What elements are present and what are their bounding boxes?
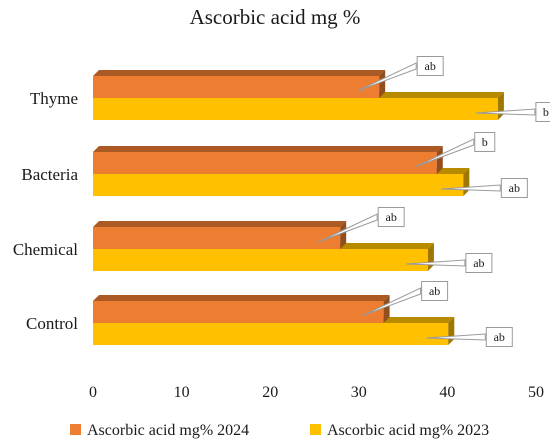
- annotation-control-1: ab: [426, 327, 513, 347]
- legend-swatch: [70, 424, 81, 435]
- category-label-chemical: Chemical: [13, 240, 78, 259]
- annotation-label: ab: [425, 59, 436, 73]
- x-tick-label: 30: [351, 384, 367, 401]
- x-tick-label: 0: [89, 384, 97, 401]
- annotation-thyme-1: b: [475, 102, 550, 122]
- annotation-label: ab: [429, 284, 440, 298]
- x-axis-ticks: 0 10 20 30 40 50: [89, 384, 544, 401]
- bars-layer: [93, 70, 504, 345]
- bar-thyme-0: [93, 70, 386, 98]
- annotation-pointer: [426, 333, 486, 341]
- annotation-pointer: [405, 259, 466, 267]
- bar-front: [93, 323, 449, 345]
- bar-top: [93, 70, 386, 76]
- legend-label: Ascorbic acid mg% 2024: [87, 422, 249, 439]
- annotation-label: b: [482, 135, 488, 149]
- bar-control-0: [93, 295, 390, 323]
- annotation-label: ab: [473, 256, 484, 270]
- annotation-pointer: [441, 184, 501, 192]
- bar-top: [93, 295, 390, 301]
- annotation-label: ab: [494, 330, 505, 344]
- annotation-chemical-0: ab: [317, 207, 405, 243]
- x-tick-label: 50: [528, 384, 544, 401]
- annotation-pointer: [475, 108, 536, 116]
- x-tick-label: 10: [174, 384, 190, 401]
- category-label-control: Control: [26, 314, 78, 333]
- annotation-chemical-1: ab: [405, 253, 493, 273]
- legend-label: Ascorbic acid mg% 2023: [327, 422, 489, 439]
- bar-side: [340, 221, 347, 249]
- bar-side: [383, 295, 390, 323]
- annotation-bacteria-0: b: [414, 132, 496, 168]
- annotation-box: [421, 281, 449, 301]
- annotation-box: [535, 102, 550, 122]
- annotation-label: ab: [509, 181, 520, 195]
- bar-front: [93, 249, 428, 271]
- annotation-pointer: [414, 138, 475, 168]
- legend-item-0: Ascorbic acid mg% 2024: [70, 422, 249, 439]
- bar-chemical-0: [93, 221, 347, 249]
- bar-front: [93, 227, 341, 249]
- chart-title: Ascorbic acid mg %: [190, 5, 361, 29]
- annotation-bacteria-1: ab: [441, 178, 528, 198]
- legend-swatch: [310, 424, 321, 435]
- annotations-layer: b ab ab b ab ab ab ab: [317, 56, 550, 347]
- legend: Ascorbic acid mg% 2024 Ascorbic acid mg% …: [70, 422, 489, 439]
- annotation-box: [377, 207, 405, 227]
- annotation-box: [485, 327, 513, 347]
- legend-item-1: Ascorbic acid mg% 2023: [310, 422, 489, 439]
- bar-front: [93, 76, 380, 98]
- x-tick-label: 20: [262, 384, 278, 401]
- annotation-control-0: ab: [361, 281, 449, 317]
- annotation-box: [416, 56, 444, 76]
- bar-top: [93, 221, 347, 227]
- annotation-box: [500, 178, 528, 198]
- bar-front: [93, 98, 498, 120]
- category-label-thyme: Thyme: [30, 89, 78, 108]
- bar-side: [436, 146, 443, 174]
- bar-front: [93, 174, 464, 196]
- bar-front: [93, 152, 437, 174]
- category-label-bacteria: Bacteria: [21, 165, 78, 184]
- annotation-box: [465, 253, 493, 273]
- annotation-thyme-0: ab: [356, 56, 444, 92]
- bar-side: [379, 70, 386, 98]
- annotation-pointer: [317, 213, 378, 243]
- annotation-pointer: [361, 287, 422, 317]
- annotation-label: ab: [386, 210, 397, 224]
- annotation-pointer: [356, 62, 417, 92]
- bar-bacteria-0: [93, 146, 443, 174]
- bar-top: [93, 146, 443, 152]
- annotation-box: [474, 132, 496, 152]
- x-tick-label: 40: [439, 384, 455, 401]
- bar-front: [93, 301, 384, 323]
- annotation-label: b: [543, 105, 549, 119]
- category-labels: Thyme Bacteria Chemical Control: [13, 89, 79, 333]
